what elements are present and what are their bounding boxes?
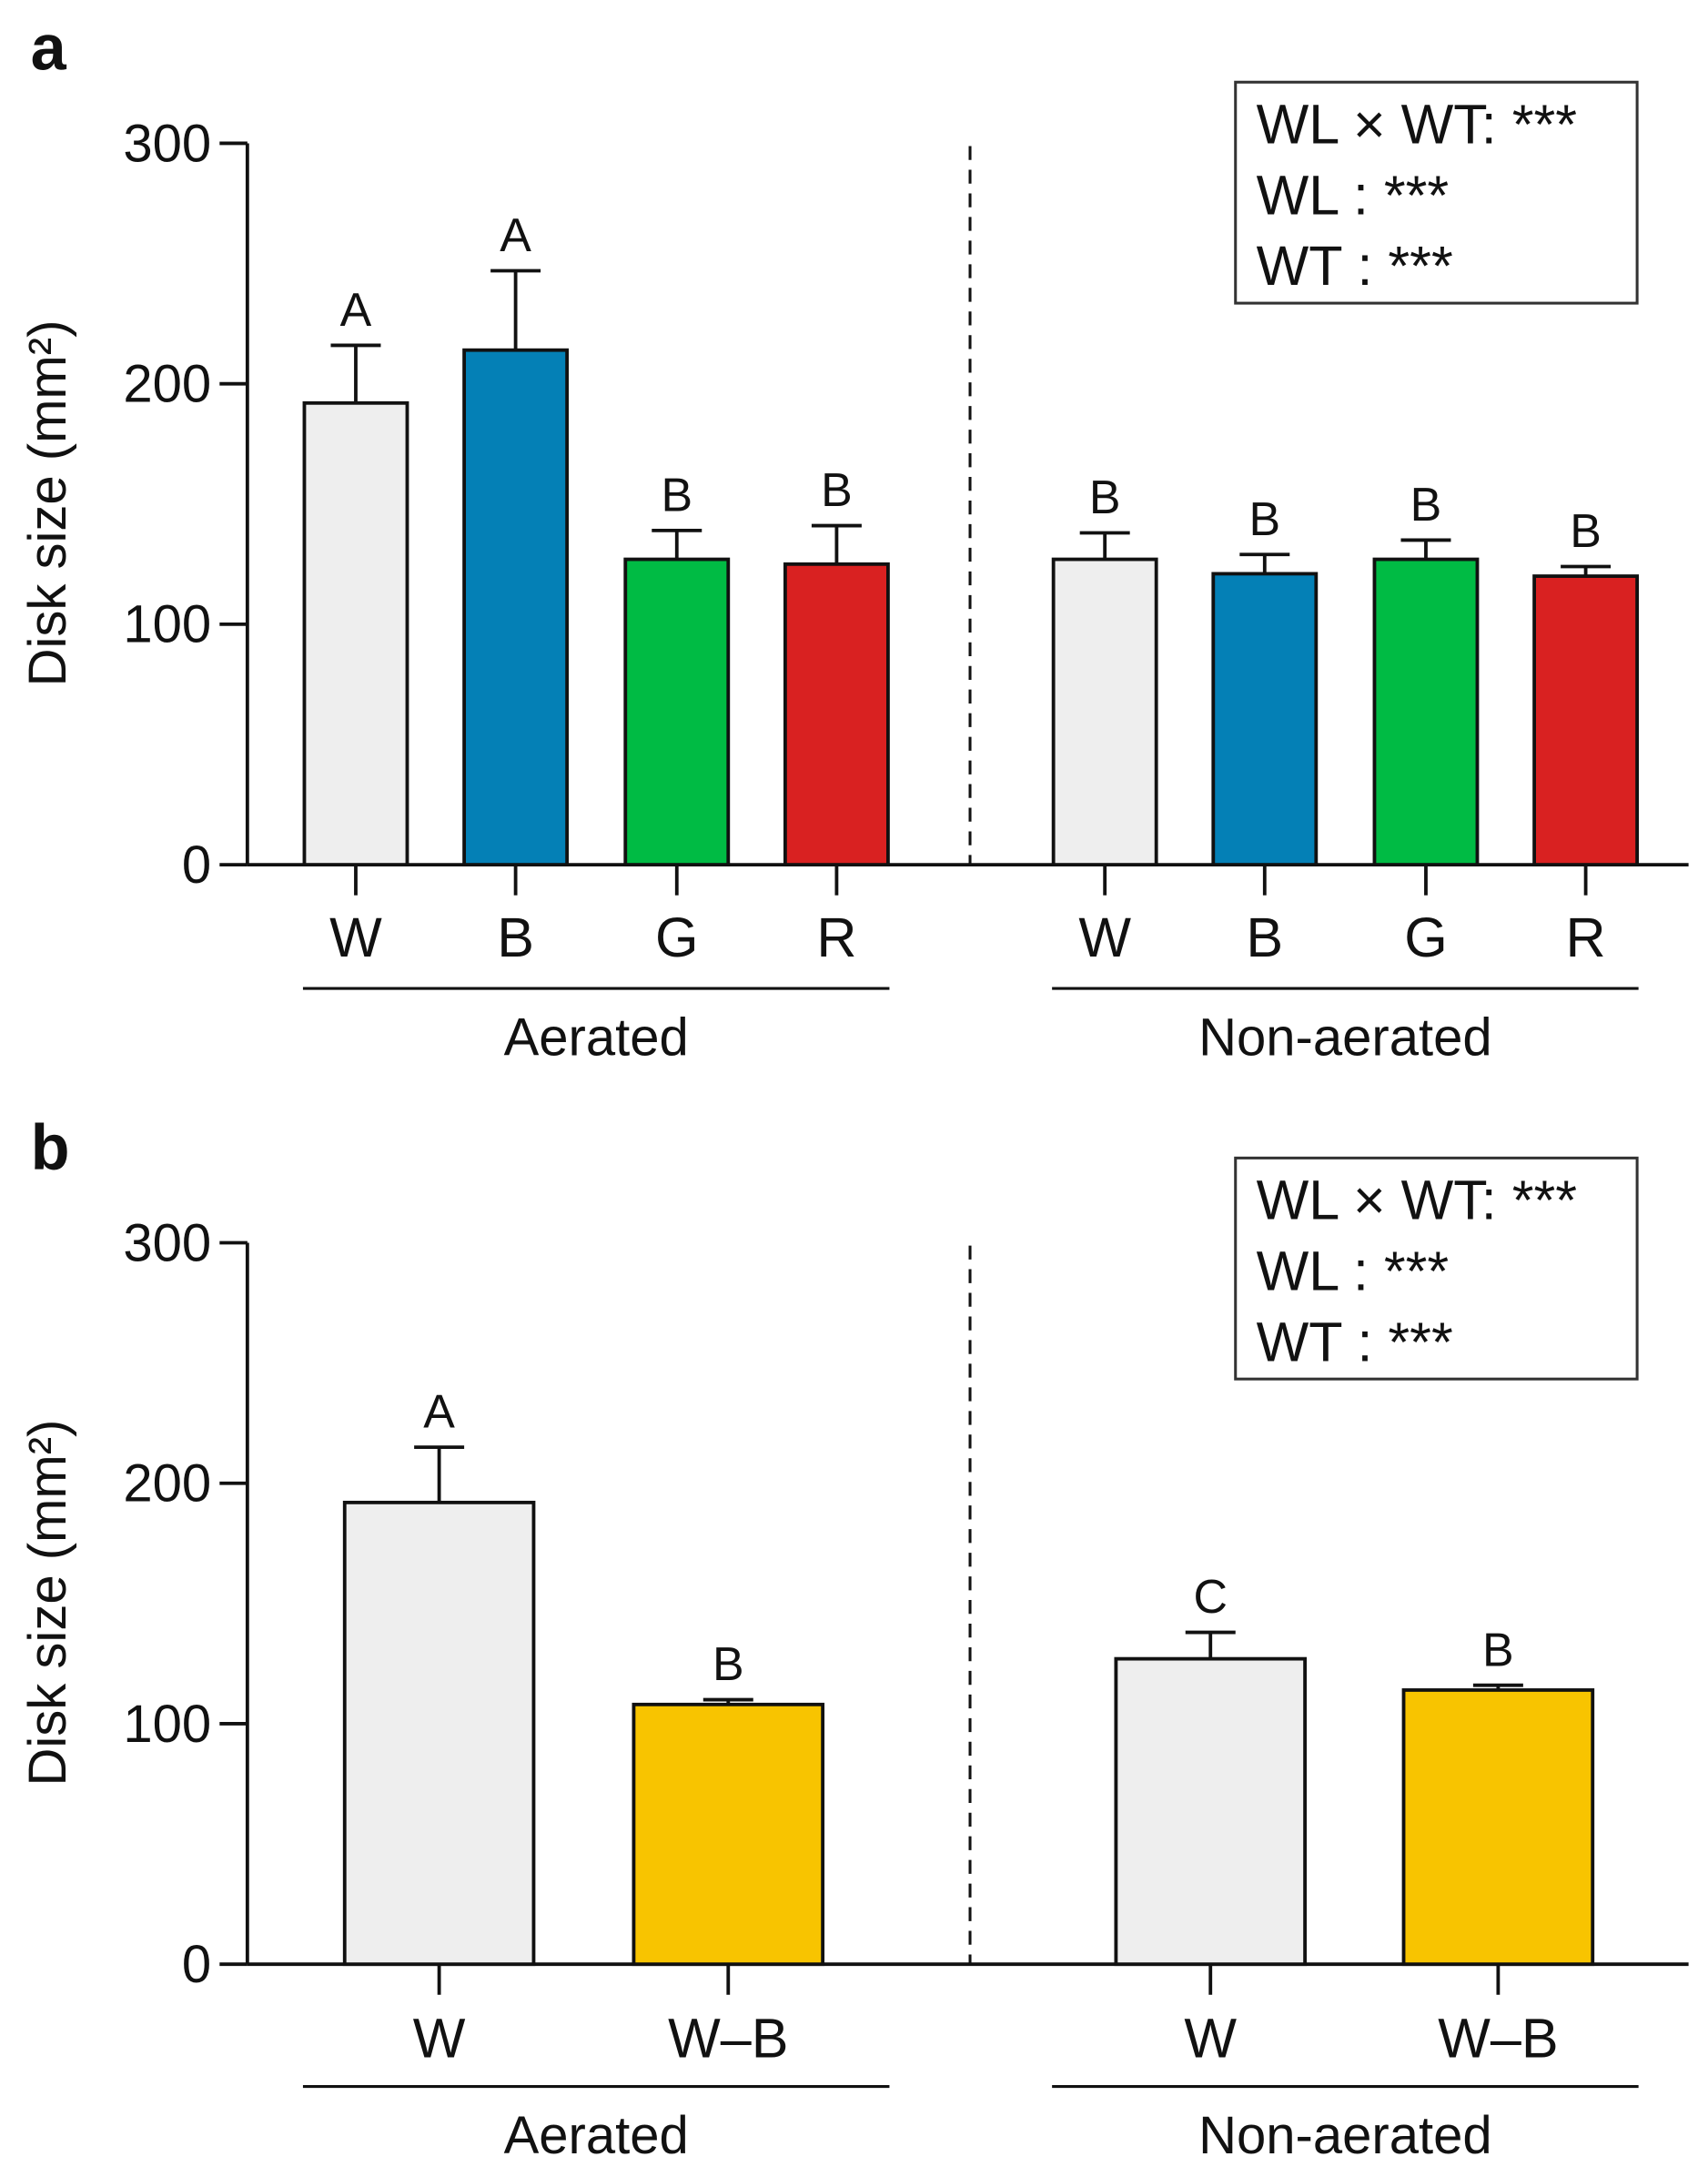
x-tick-label: W [329, 906, 382, 968]
x-tick-label: W [1078, 906, 1131, 968]
x-tick-label: W [1184, 2007, 1237, 2069]
y-tick-label: 0 [182, 1935, 211, 1994]
stats-line: WL : *** [1257, 1240, 1450, 1301]
significance-letter: B [1089, 471, 1121, 524]
bar-w [1114, 1656, 1308, 1967]
significance-letter: B [821, 464, 853, 517]
y-tick-label: 200 [123, 355, 211, 414]
x-tick-label: W–B [668, 2007, 788, 2069]
bar-w [342, 1500, 536, 1967]
group-label: Aerated [504, 2106, 689, 2165]
significance-letter: B [1570, 505, 1602, 558]
significance-letter: A [423, 1386, 455, 1439]
x-tick-label: B [1246, 906, 1283, 968]
stats-line: WL × WT: *** [1257, 1170, 1577, 1231]
x-tick-label: G [655, 906, 699, 968]
x-tick-label: B [497, 906, 534, 968]
bar-w-b [1401, 1688, 1595, 1967]
bar-w-b [632, 1702, 825, 1967]
significance-letter: B [1248, 493, 1280, 546]
panel-a: a 0 100 200 300 Disk size (mm²) A W A B B G B R Aerate… [18, 12, 1689, 1067]
panel-label: b [31, 1111, 70, 1183]
bar-r [1532, 574, 1640, 867]
significance-letter: A [500, 209, 531, 262]
significance-letter: B [1482, 1624, 1514, 1676]
x-tick-label: R [1566, 906, 1606, 968]
bar-r [783, 562, 890, 867]
x-tick-label: R [816, 906, 856, 968]
group-label: Aerated [504, 1007, 689, 1067]
bar-w [1051, 557, 1158, 867]
bar-g [1372, 557, 1480, 867]
bar-g [623, 557, 731, 867]
x-tick-label: G [1404, 906, 1448, 968]
stats-line: WL : *** [1257, 164, 1450, 226]
y-axis-label: Disk size (mm²) [18, 1420, 77, 1787]
y-tick-label: 100 [123, 595, 211, 654]
group-label: Non-aerated [1198, 2106, 1492, 2165]
panel-label: a [31, 12, 67, 84]
y-tick-label: 0 [182, 835, 211, 895]
y-tick-label: 300 [123, 1213, 211, 1272]
y-axis-label: Disk size (mm²) [18, 320, 77, 687]
significance-letter: B [1410, 479, 1442, 532]
x-tick-label: W [413, 2007, 466, 2069]
y-tick-label: 300 [123, 114, 211, 173]
bar-b [1211, 572, 1319, 867]
stats-box [1234, 80, 1639, 305]
stats-box [1234, 1156, 1639, 1381]
group-label: Non-aerated [1198, 1007, 1492, 1067]
significance-letter: B [713, 1638, 744, 1691]
x-tick-label: W–B [1438, 2007, 1558, 2069]
panel-b: b 0 100 200 300 Disk size (mm²) A W B W–B Aerated C… [18, 1111, 1689, 2165]
stats-line: WL × WT: *** [1257, 93, 1577, 155]
significance-letter: A [340, 284, 372, 337]
bar-w [302, 400, 409, 867]
bar-b [462, 348, 570, 867]
stats-line: WT : *** [1257, 235, 1453, 297]
significance-letter: C [1193, 1571, 1228, 1624]
significance-letter: B [661, 469, 692, 521]
stats-line: WT : *** [1257, 1311, 1453, 1372]
y-tick-label: 200 [123, 1454, 211, 1514]
y-tick-label: 100 [123, 1695, 211, 1754]
